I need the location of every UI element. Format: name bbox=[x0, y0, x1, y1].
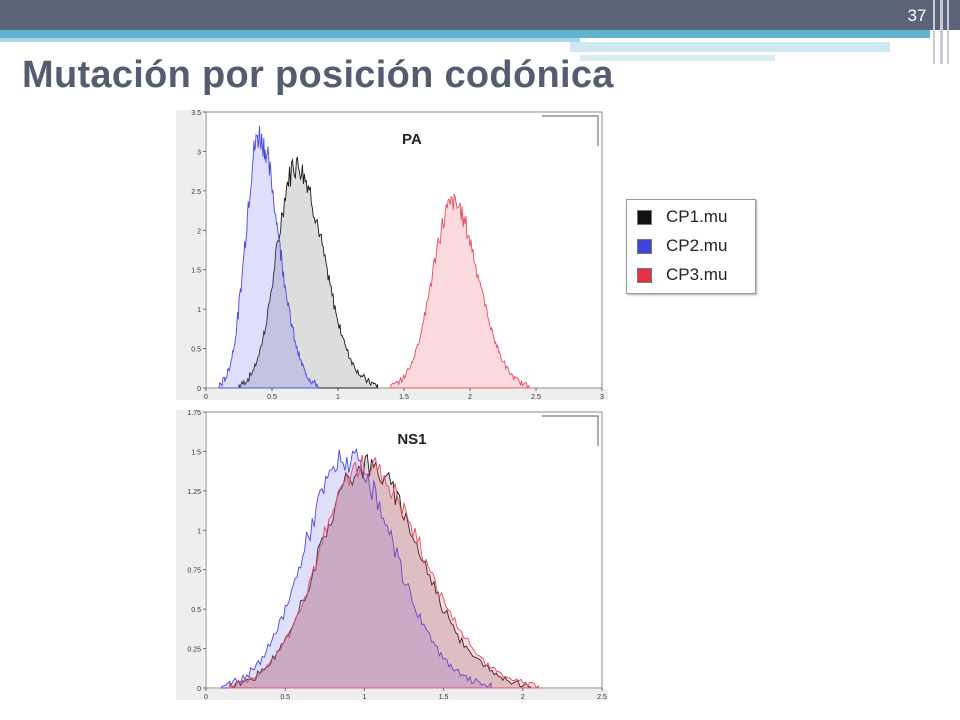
x-tick-label: 2.5 bbox=[597, 694, 607, 700]
y-tick-label: 1 bbox=[197, 307, 201, 314]
y-tick-label: 0 bbox=[197, 686, 201, 693]
x-tick-label: 3 bbox=[600, 394, 604, 400]
x-tick-label: 2 bbox=[468, 394, 472, 400]
x-tick-label: 0 bbox=[204, 694, 208, 700]
chart-title: PA bbox=[402, 131, 422, 148]
axis-panel bbox=[176, 110, 204, 400]
header-stripe bbox=[0, 30, 930, 38]
x-tick-label: 0.5 bbox=[267, 394, 277, 400]
pa-distribution-chart: 0 0.5 1 1.5 2 2.5 3 3.5 0 0.5 1 1.5 2 2.5 3 PA bbox=[176, 110, 608, 400]
y-tick-label: 1.25 bbox=[187, 489, 201, 496]
decorative-line bbox=[933, 0, 935, 64]
y-tick-label: 0.5 bbox=[191, 607, 201, 614]
legend-label: CP2.mu bbox=[666, 236, 728, 255]
ns1-distribution-chart: 0 0.25 0.5 0.75 1 1.25 1.5 1.75 0 0.5 1 1.5 2 2.5 NS1 bbox=[176, 410, 608, 700]
legend-item-cp1: CP1.mu bbox=[637, 205, 727, 229]
x-tick-label: 2.5 bbox=[531, 394, 541, 400]
legend-swatch bbox=[637, 238, 652, 254]
x-tick-label: 0.5 bbox=[280, 694, 290, 700]
x-tick-label: 2 bbox=[521, 694, 525, 700]
y-tick-label: 1 bbox=[197, 528, 201, 535]
series-cp2-mu bbox=[221, 448, 492, 689]
inset-bracket bbox=[542, 415, 599, 446]
x-tick-label: 0 bbox=[204, 394, 208, 400]
legend-swatch bbox=[637, 267, 652, 283]
x-tick-label: 1 bbox=[336, 394, 340, 400]
y-tick-label: 3.5 bbox=[191, 110, 201, 117]
x-tick-label: 1.5 bbox=[439, 694, 449, 700]
axis-panel bbox=[176, 410, 204, 700]
slide-title: Mutación por posición codónica bbox=[22, 54, 614, 96]
y-tick-label: 1.5 bbox=[191, 449, 201, 456]
slide-number: 37 bbox=[907, 6, 927, 25]
header-stripe bbox=[0, 38, 580, 42]
inset-bracket bbox=[542, 115, 599, 146]
y-tick-label: 1.75 bbox=[187, 410, 201, 417]
legend-label: CP1.mu bbox=[666, 207, 728, 226]
legend-item-cp2: CP2.mu bbox=[637, 234, 727, 258]
series-cp3-mu bbox=[229, 454, 540, 689]
legend-swatch bbox=[637, 209, 652, 225]
chart-legend: CP1.mu CP2.mu CP3.mu bbox=[626, 199, 756, 294]
x-tick-label: 1.5 bbox=[399, 394, 409, 400]
y-tick-label: 0.25 bbox=[187, 647, 201, 654]
x-tick-label: 1 bbox=[362, 694, 366, 700]
decorative-line bbox=[947, 0, 949, 64]
series-cp1-mu bbox=[238, 156, 379, 389]
y-tick-label: 1.5 bbox=[191, 268, 201, 275]
plot-background bbox=[176, 410, 608, 700]
decorative-line bbox=[940, 0, 943, 64]
axis-panel bbox=[176, 689, 608, 700]
series-cp1-mu bbox=[229, 453, 532, 689]
plot-background bbox=[176, 110, 608, 400]
series-cp3-mu bbox=[390, 193, 530, 389]
axis-panel bbox=[176, 389, 608, 400]
header-bar bbox=[0, 0, 960, 30]
y-tick-label: 0.5 bbox=[191, 347, 201, 354]
header-stripe bbox=[570, 42, 890, 52]
header-stripe bbox=[580, 55, 775, 61]
y-tick-label: 3 bbox=[197, 149, 201, 156]
y-tick-label: 0 bbox=[197, 386, 201, 393]
legend-label: CP3.mu bbox=[666, 265, 728, 284]
legend-item-cp3: CP3.mu bbox=[637, 263, 727, 287]
y-tick-label: 2 bbox=[197, 228, 201, 235]
y-tick-label: 2.5 bbox=[191, 189, 201, 196]
chart-title: NS1 bbox=[397, 431, 426, 448]
y-tick-label: 0.75 bbox=[187, 568, 201, 575]
series-cp2-mu bbox=[218, 125, 319, 389]
